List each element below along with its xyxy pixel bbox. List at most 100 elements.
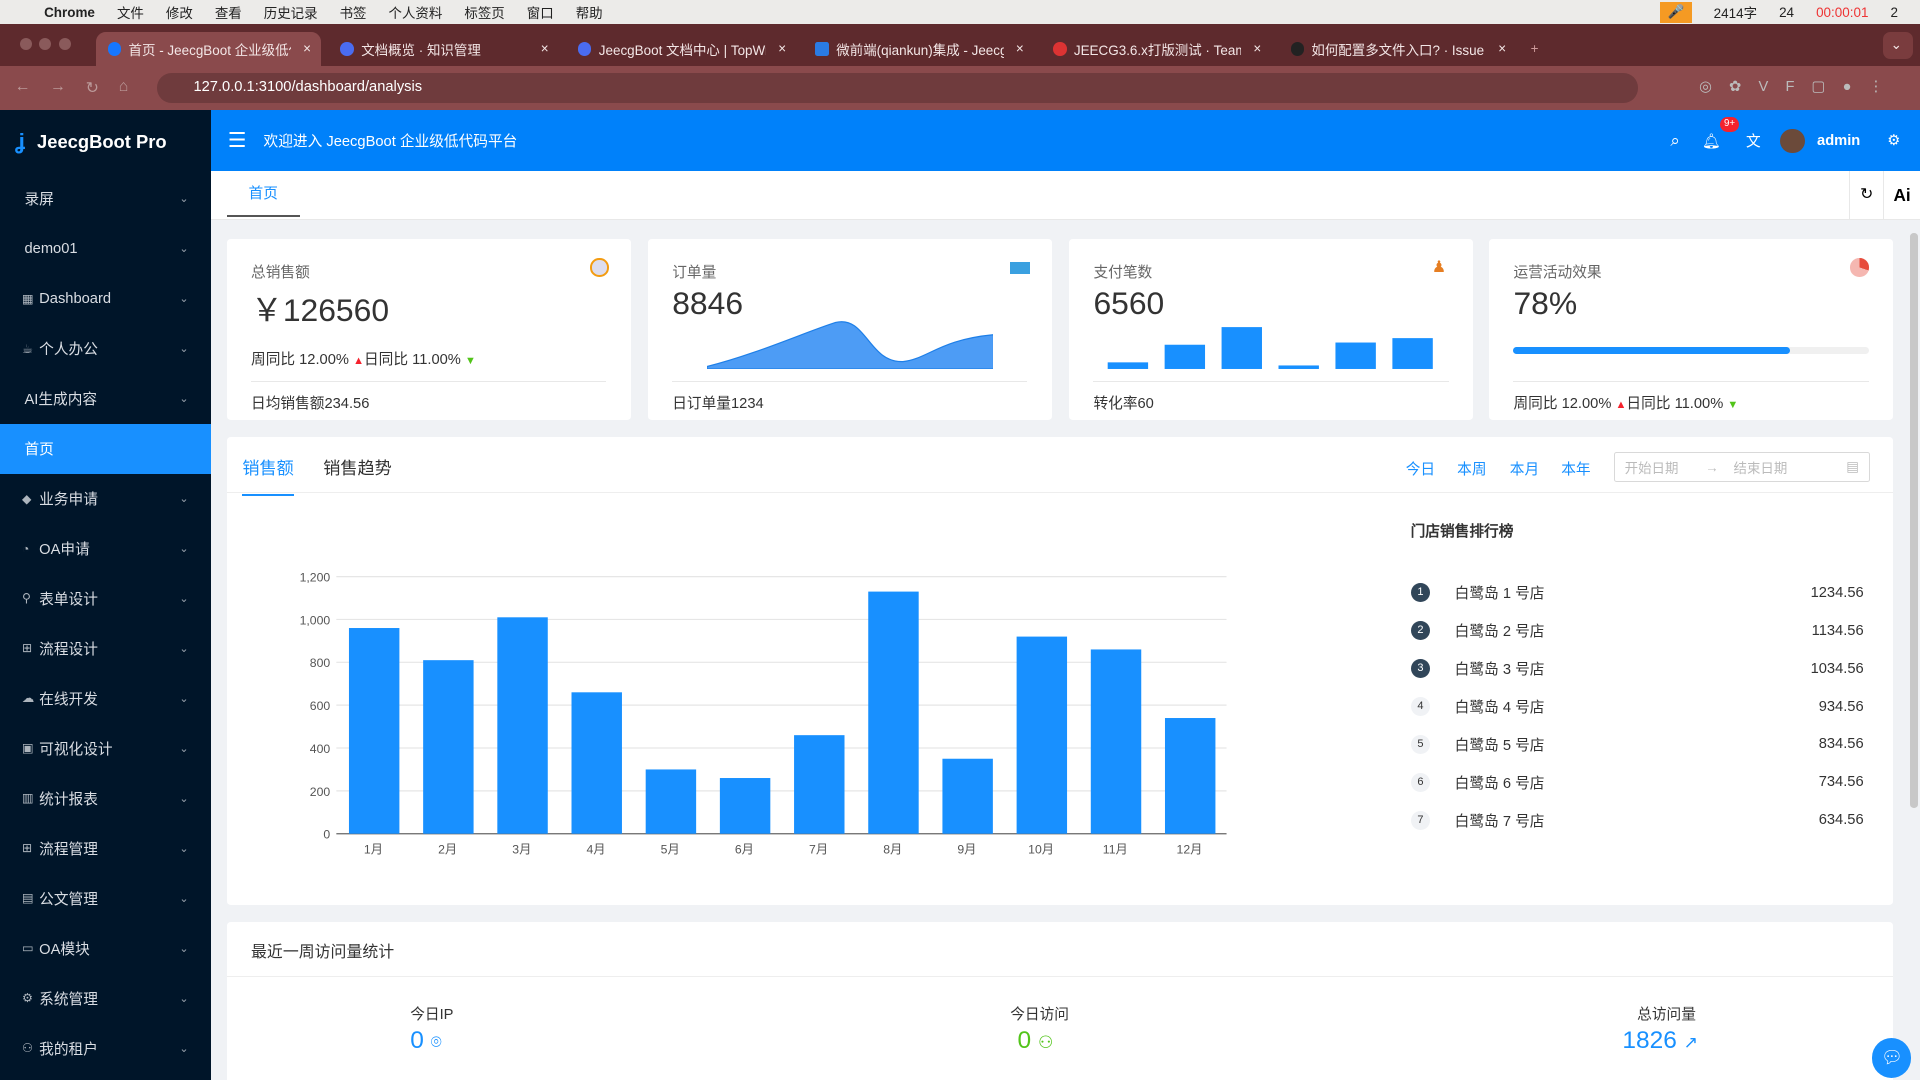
translate-icon[interactable]: 文: [1746, 134, 1761, 151]
range-today[interactable]: 今日: [1405, 461, 1436, 478]
sidebar-item[interactable]: ⚇ 我的租户 ⌄: [0, 1023, 211, 1073]
tab-sales-trend[interactable]: 销售趋势: [323, 458, 392, 479]
menu-item[interactable]: 帮助: [575, 6, 603, 22]
avatar[interactable]: [1780, 128, 1805, 154]
browser-tab[interactable]: 微前端(qiankun)集成 - JeecgB ×: [803, 32, 1033, 66]
mic-icon[interactable]: 🎤: [1660, 1, 1692, 23]
menu-item[interactable]: 标签页: [464, 6, 505, 22]
ai-button[interactable]: Ai: [1883, 171, 1920, 221]
sidebar-item[interactable]: 首页: [0, 423, 211, 474]
browser-tab[interactable]: 首页 - JeecgBoot 企业级低代码 ×: [95, 31, 321, 67]
menu-item[interactable]: 书签: [339, 6, 367, 22]
date-range-picker[interactable]: 开始日期 → 结束日期 ▤: [1613, 451, 1870, 483]
bar[interactable]: [1091, 649, 1142, 834]
menu-item[interactable]: 历史记录: [263, 6, 318, 22]
sidebar-item[interactable]: ⊞ 流程设计 ⌄: [0, 623, 211, 673]
menu-app[interactable]: Chrome: [44, 4, 95, 20]
search-icon[interactable]: ⌕: [1670, 130, 1680, 151]
close-icon[interactable]: ×: [540, 41, 549, 57]
chat-button[interactable]: 💬︎: [1872, 1038, 1912, 1078]
menu-item[interactable]: 修改: [165, 6, 193, 22]
logo[interactable]: ʝ JeecgBoot Pro: [0, 110, 211, 174]
bar[interactable]: [349, 628, 400, 834]
range-year[interactable]: 本年: [1561, 461, 1591, 478]
wechat-count[interactable]: 2: [1890, 4, 1898, 20]
sidebar-item-label: 流程设计: [39, 641, 98, 658]
start-date-input[interactable]: 开始日期: [1624, 461, 1679, 477]
payment-bar: [1165, 344, 1206, 369]
browser-tab[interactable]: 文档概览 · 知识管理 ×: [328, 32, 558, 66]
refresh-icon[interactable]: ↻: [1848, 171, 1883, 221]
forward-icon[interactable]: →: [50, 78, 67, 96]
bar[interactable]: [720, 778, 771, 834]
sidebar-item[interactable]: 录屏 ⌄: [0, 174, 211, 224]
sidebar-item[interactable]: ▦ Dashboard ⌄: [0, 274, 211, 324]
chevron-down-icon: ⌄: [179, 393, 189, 406]
close-icon[interactable]: ×: [778, 41, 787, 57]
range-week[interactable]: 本周: [1457, 461, 1487, 478]
tab-search-button[interactable]: ⌄: [1883, 31, 1913, 59]
menu-item[interactable]: 查看: [214, 6, 242, 22]
close-icon[interactable]: ×: [1498, 41, 1507, 57]
record-timer[interactable]: 00:00:01: [1816, 4, 1869, 20]
tab-home[interactable]: 首页: [226, 171, 300, 217]
sidebar-item[interactable]: ◆ 业务申请 ⌄: [0, 474, 211, 524]
sidebar-item[interactable]: demo01 ⌄: [0, 224, 211, 274]
close-icon[interactable]: ×: [1015, 41, 1024, 57]
sidebar-item-label: 可视化设计: [39, 741, 113, 758]
bar[interactable]: [1016, 636, 1068, 834]
close-icon[interactable]: ×: [1253, 41, 1262, 57]
reload-icon[interactable]: ↻: [85, 80, 99, 98]
browser-tab[interactable]: JEECG3.6.x打版测试 · Teamb ×: [1041, 32, 1271, 66]
sidebar-item[interactable]: ⊞ 流程管理 ⌄: [0, 823, 211, 873]
bell-icon[interactable]: 🔔︎ 9+: [1702, 117, 1739, 150]
stat-label: 今日访问: [1010, 1006, 1069, 1023]
sidebar-item[interactable]: ▥ 统计报表 ⌄: [0, 773, 211, 823]
settings-icon[interactable]: ⚙: [1887, 133, 1901, 150]
browser-tab[interactable]: 如何配置多文件入口? · Issue ×: [1278, 32, 1516, 66]
bar[interactable]: [794, 735, 845, 834]
menu-item[interactable]: 文件: [116, 6, 144, 22]
tab-sales[interactable]: 销售额: [242, 454, 294, 496]
chevron-down-icon: ⌄: [179, 592, 189, 605]
sidebar-item[interactable]: ◔ OA申请 ⌄: [0, 524, 211, 574]
bar[interactable]: [1165, 718, 1216, 834]
bar[interactable]: [497, 617, 549, 834]
menu-item[interactable]: 窗口: [526, 6, 554, 22]
sidebar-item[interactable]: ⚙ 系统管理 ⌄: [0, 973, 211, 1023]
chevron-down-icon: ⌄: [179, 742, 189, 755]
x-tick-label: 5月: [661, 842, 680, 856]
sidebar-item[interactable]: ⚲ 表单设计 ⌄: [0, 574, 211, 624]
extension-icons[interactable]: ◎✿VF▢●⋮: [1699, 79, 1901, 96]
card-footer: 日订单量1234: [672, 380, 1028, 413]
payment-bar: [1278, 365, 1320, 369]
user-name[interactable]: admin: [1817, 132, 1861, 149]
top-header: ☰ 欢迎进入 JeecgBoot 企业级低代码平台 ⌕ 🔔︎ 9+ 文 admin…: [210, 110, 1920, 172]
url-input[interactable]: 127.0.0.1:3100/dashboard/analysis: [156, 73, 1639, 103]
sidebar-item[interactable]: ☁︎ 在线开发 ⌄: [0, 673, 211, 723]
sidebar-item[interactable]: AI生成内容 ⌄: [0, 374, 211, 424]
bar[interactable]: [423, 660, 474, 834]
scrollbar[interactable]: [1910, 232, 1918, 809]
bar[interactable]: [868, 591, 920, 834]
sidebar-item[interactable]: ▣ 可视化设计 ⌄: [0, 723, 211, 773]
card-image-icon: [1010, 262, 1030, 275]
browser-tab[interactable]: JeecgBoot 文档中心 | TopWrite ×: [566, 32, 796, 66]
close-icon[interactable]: ×: [303, 41, 312, 57]
end-date-input[interactable]: 结束日期: [1733, 461, 1788, 477]
back-icon[interactable]: ←: [14, 78, 31, 96]
sidebar-item[interactable]: ☕︎ 个人办公 ⌄: [0, 324, 211, 374]
home-icon[interactable]: ⌂: [118, 78, 129, 96]
menu-item[interactable]: 个人资料: [388, 6, 443, 22]
sidebar-item[interactable]: ▭ OA模块 ⌄: [0, 923, 211, 973]
bar[interactable]: [942, 758, 994, 834]
menu-fold-icon[interactable]: ☰: [227, 129, 247, 153]
bar[interactable]: [571, 692, 623, 834]
location-icon: ⌾: [430, 1031, 442, 1053]
notification-count[interactable]: 24: [1779, 4, 1795, 20]
sidebar-item[interactable]: ▤ 公文管理 ⌄: [0, 873, 211, 923]
bar[interactable]: [646, 769, 697, 834]
new-tab-button[interactable]: +: [1530, 41, 1539, 57]
range-month[interactable]: 本月: [1509, 461, 1540, 478]
card-title: 总销售额: [251, 264, 310, 281]
